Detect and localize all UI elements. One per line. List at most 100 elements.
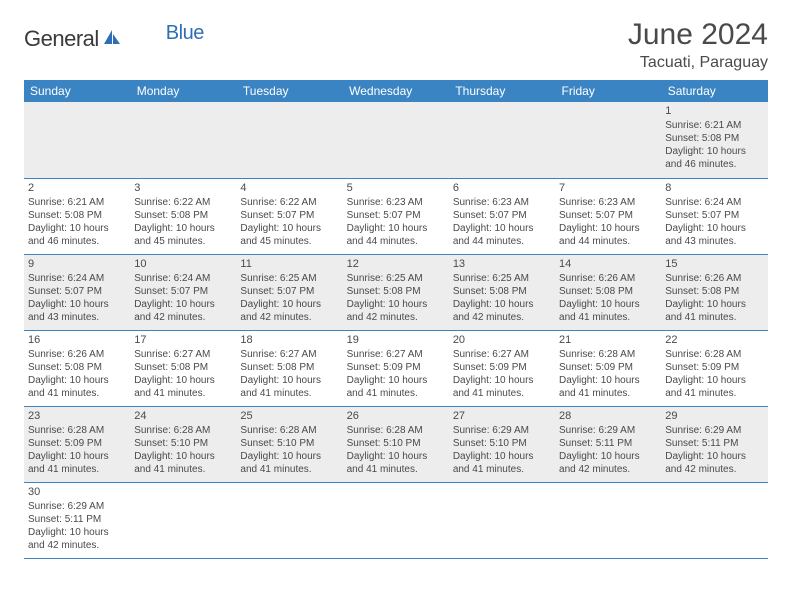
sunrise-line: Sunrise: 6:24 AM <box>134 272 232 285</box>
daylight-line: Daylight: 10 hours and 46 minutes. <box>28 222 126 248</box>
day-number: 5 <box>347 181 445 195</box>
day-cell: 6Sunrise: 6:23 AMSunset: 5:07 PMDaylight… <box>449 178 555 254</box>
sunrise-line: Sunrise: 6:25 AM <box>347 272 445 285</box>
calendar-body: 1Sunrise: 6:21 AMSunset: 5:08 PMDaylight… <box>24 102 768 558</box>
sunrise-line: Sunrise: 6:29 AM <box>453 424 551 437</box>
daylight-line: Daylight: 10 hours and 41 minutes. <box>347 450 445 476</box>
daylight-line: Daylight: 10 hours and 42 minutes. <box>559 450 657 476</box>
sunset-line: Sunset: 5:08 PM <box>559 285 657 298</box>
sunset-line: Sunset: 5:11 PM <box>28 513 126 526</box>
sunrise-line: Sunrise: 6:27 AM <box>453 348 551 361</box>
day-cell: 3Sunrise: 6:22 AMSunset: 5:08 PMDaylight… <box>130 178 236 254</box>
day-header: Monday <box>130 80 236 102</box>
day-number: 12 <box>347 257 445 271</box>
sunrise-line: Sunrise: 6:28 AM <box>559 348 657 361</box>
daylight-line: Daylight: 10 hours and 41 minutes. <box>240 450 338 476</box>
location: Tacuati, Paraguay <box>628 54 768 72</box>
daylight-line: Daylight: 10 hours and 45 minutes. <box>134 222 232 248</box>
day-cell <box>130 482 236 558</box>
day-number: 29 <box>665 409 763 423</box>
day-number: 14 <box>559 257 657 271</box>
week-row: 1Sunrise: 6:21 AMSunset: 5:08 PMDaylight… <box>24 102 768 178</box>
sunset-line: Sunset: 5:07 PM <box>240 285 338 298</box>
sunset-line: Sunset: 5:10 PM <box>347 437 445 450</box>
day-cell: 19Sunrise: 6:27 AMSunset: 5:09 PMDayligh… <box>343 330 449 406</box>
sunset-line: Sunset: 5:09 PM <box>559 361 657 374</box>
sunrise-line: Sunrise: 6:28 AM <box>240 424 338 437</box>
sunset-line: Sunset: 5:07 PM <box>347 209 445 222</box>
day-cell: 4Sunrise: 6:22 AMSunset: 5:07 PMDaylight… <box>236 178 342 254</box>
day-number: 15 <box>665 257 763 271</box>
daylight-line: Daylight: 10 hours and 41 minutes. <box>453 374 551 400</box>
day-cell: 9Sunrise: 6:24 AMSunset: 5:07 PMDaylight… <box>24 254 130 330</box>
calendar-table: SundayMondayTuesdayWednesdayThursdayFrid… <box>24 80 768 559</box>
logo: GeneralBlue <box>24 26 204 52</box>
sunrise-line: Sunrise: 6:27 AM <box>240 348 338 361</box>
day-cell <box>343 102 449 178</box>
daylight-line: Daylight: 10 hours and 42 minutes. <box>240 298 338 324</box>
daylight-line: Daylight: 10 hours and 42 minutes. <box>134 298 232 324</box>
daylight-line: Daylight: 10 hours and 41 minutes. <box>28 450 126 476</box>
day-header: Friday <box>555 80 661 102</box>
sunrise-line: Sunrise: 6:27 AM <box>347 348 445 361</box>
day-number: 16 <box>28 333 126 347</box>
sunset-line: Sunset: 5:09 PM <box>28 437 126 450</box>
day-cell: 10Sunrise: 6:24 AMSunset: 5:07 PMDayligh… <box>130 254 236 330</box>
daylight-line: Daylight: 10 hours and 41 minutes. <box>665 298 763 324</box>
day-cell: 27Sunrise: 6:29 AMSunset: 5:10 PMDayligh… <box>449 406 555 482</box>
day-cell <box>661 482 767 558</box>
day-cell <box>449 102 555 178</box>
sunrise-line: Sunrise: 6:26 AM <box>28 348 126 361</box>
day-cell: 26Sunrise: 6:28 AMSunset: 5:10 PMDayligh… <box>343 406 449 482</box>
sunset-line: Sunset: 5:08 PM <box>665 132 763 145</box>
sunset-line: Sunset: 5:10 PM <box>453 437 551 450</box>
day-number: 28 <box>559 409 657 423</box>
daylight-line: Daylight: 10 hours and 42 minutes. <box>28 526 126 552</box>
day-cell: 29Sunrise: 6:29 AMSunset: 5:11 PMDayligh… <box>661 406 767 482</box>
day-cell: 28Sunrise: 6:29 AMSunset: 5:11 PMDayligh… <box>555 406 661 482</box>
daylight-line: Daylight: 10 hours and 45 minutes. <box>240 222 338 248</box>
sunrise-line: Sunrise: 6:29 AM <box>665 424 763 437</box>
sunset-line: Sunset: 5:11 PM <box>665 437 763 450</box>
sunrise-line: Sunrise: 6:26 AM <box>559 272 657 285</box>
day-number: 11 <box>240 257 338 271</box>
day-cell: 2Sunrise: 6:21 AMSunset: 5:08 PMDaylight… <box>24 178 130 254</box>
day-cell: 14Sunrise: 6:26 AMSunset: 5:08 PMDayligh… <box>555 254 661 330</box>
sunset-line: Sunset: 5:11 PM <box>559 437 657 450</box>
sunset-line: Sunset: 5:07 PM <box>559 209 657 222</box>
day-cell <box>24 102 130 178</box>
day-number: 23 <box>28 409 126 423</box>
sunrise-line: Sunrise: 6:28 AM <box>28 424 126 437</box>
day-cell <box>343 482 449 558</box>
day-cell: 13Sunrise: 6:25 AMSunset: 5:08 PMDayligh… <box>449 254 555 330</box>
sunset-line: Sunset: 5:07 PM <box>134 285 232 298</box>
day-number: 25 <box>240 409 338 423</box>
day-cell <box>236 482 342 558</box>
sunset-line: Sunset: 5:07 PM <box>240 209 338 222</box>
sunset-line: Sunset: 5:08 PM <box>453 285 551 298</box>
day-cell: 7Sunrise: 6:23 AMSunset: 5:07 PMDaylight… <box>555 178 661 254</box>
day-number: 6 <box>453 181 551 195</box>
sunrise-line: Sunrise: 6:21 AM <box>665 119 763 132</box>
logo-text-blue: Blue <box>166 22 204 45</box>
daylight-line: Daylight: 10 hours and 44 minutes. <box>347 222 445 248</box>
sunrise-line: Sunrise: 6:23 AM <box>453 196 551 209</box>
sunrise-line: Sunrise: 6:24 AM <box>28 272 126 285</box>
daylight-line: Daylight: 10 hours and 41 minutes. <box>134 374 232 400</box>
sunrise-line: Sunrise: 6:29 AM <box>28 500 126 513</box>
day-cell <box>236 102 342 178</box>
sunrise-line: Sunrise: 6:25 AM <box>240 272 338 285</box>
sunset-line: Sunset: 5:08 PM <box>28 361 126 374</box>
month-title: June 2024 <box>628 18 768 52</box>
sunrise-line: Sunrise: 6:26 AM <box>665 272 763 285</box>
day-header: Thursday <box>449 80 555 102</box>
day-cell: 12Sunrise: 6:25 AMSunset: 5:08 PMDayligh… <box>343 254 449 330</box>
day-number: 17 <box>134 333 232 347</box>
calendar-page: GeneralBlue June 2024 Tacuati, Paraguay … <box>0 0 792 577</box>
sunset-line: Sunset: 5:08 PM <box>665 285 763 298</box>
day-cell: 5Sunrise: 6:23 AMSunset: 5:07 PMDaylight… <box>343 178 449 254</box>
sunrise-line: Sunrise: 6:25 AM <box>453 272 551 285</box>
day-number: 2 <box>28 181 126 195</box>
sunrise-line: Sunrise: 6:23 AM <box>347 196 445 209</box>
sunset-line: Sunset: 5:08 PM <box>134 361 232 374</box>
